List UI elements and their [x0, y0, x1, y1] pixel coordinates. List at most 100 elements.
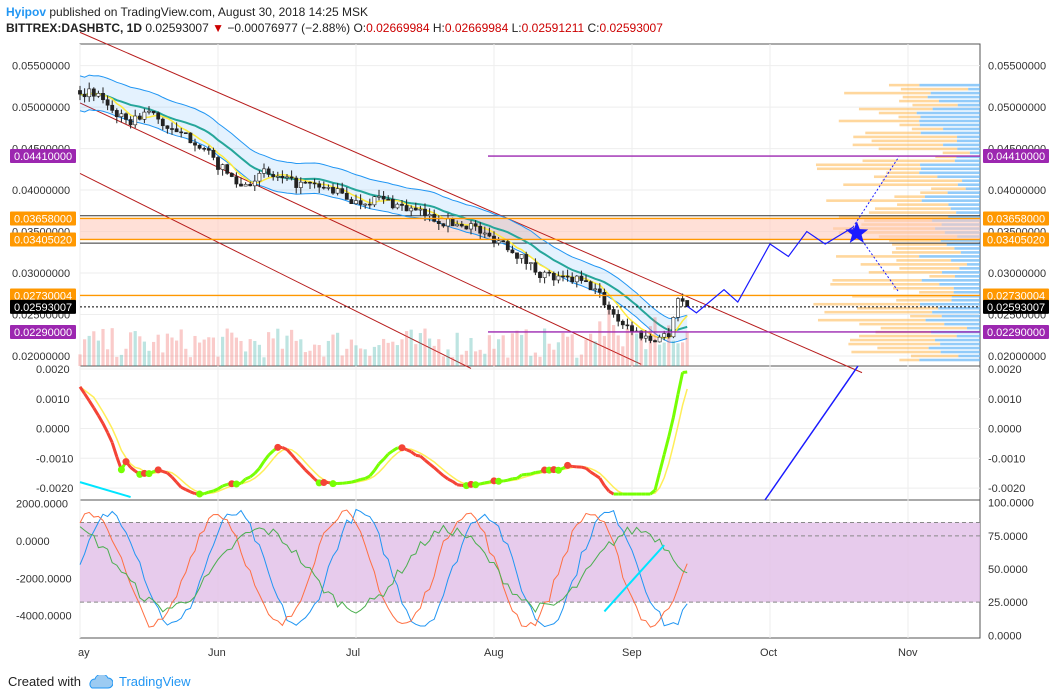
- tradingview-link[interactable]: TradingView: [118, 674, 191, 689]
- osc1-segment: [87, 399, 96, 409]
- volume-profile-bar: [966, 263, 980, 266]
- candle-body: [676, 298, 680, 318]
- candle-body: [252, 180, 257, 187]
- candle-body: [459, 223, 464, 227]
- candle-body: [455, 223, 460, 227]
- volume-profile-bar: [897, 203, 949, 206]
- candle-body: [423, 208, 427, 217]
- osc1-segment: [281, 446, 288, 451]
- candle-body: [625, 324, 630, 327]
- osc1-segment: [78, 386, 86, 395]
- open-label: O:: [353, 21, 367, 35]
- volume-profile-bar: [953, 290, 980, 294]
- price-level-tag-text: 0.03405020: [14, 234, 72, 246]
- volume-bar: [533, 352, 537, 366]
- volume-bar: [271, 338, 275, 366]
- candle-body: [469, 223, 473, 230]
- volume-profile-bar: [965, 187, 980, 190]
- candle-body: [400, 203, 404, 206]
- volume-bar: [556, 342, 560, 366]
- osc1-tick-label-right: 0.0020: [988, 364, 1022, 376]
- volume-bar: [644, 349, 648, 366]
- volume-profile-bar: [956, 139, 980, 143]
- candle-body: [124, 113, 128, 120]
- volume-bar: [83, 339, 87, 366]
- volume-bar: [386, 342, 390, 366]
- candle-body: [229, 173, 234, 177]
- candle-body: [165, 125, 170, 129]
- osc1-turn-marker: [196, 490, 204, 498]
- volume-profile-bar: [894, 195, 925, 198]
- y-tick-label-right: 0.05500000: [988, 61, 1046, 73]
- volume-profile-bar: [956, 334, 980, 338]
- volume-bar: [561, 332, 565, 366]
- candle-body: [220, 164, 225, 170]
- volume-bar: [492, 348, 496, 366]
- volume-bar: [207, 337, 211, 366]
- volume-bar: [124, 348, 128, 366]
- osc1-turn-marker: [472, 481, 480, 489]
- osc1-segment: [180, 485, 187, 491]
- volume-bar: [193, 335, 197, 366]
- candle-body: [211, 149, 216, 158]
- volume-bar: [349, 339, 353, 366]
- x-tick-label: Nov: [898, 647, 918, 659]
- volume-bar: [101, 328, 105, 366]
- volume-bar: [529, 355, 533, 366]
- volume-bar: [363, 349, 367, 366]
- volume-profile-bar: [877, 346, 929, 350]
- osc1-segment: [166, 471, 174, 479]
- osc2-line: [79, 509, 688, 628]
- volume-bar: [630, 324, 634, 366]
- author-name[interactable]: Hyipov: [6, 5, 47, 19]
- y-tick-label-right: 0.05000000: [988, 102, 1046, 114]
- osc2-tick-label-left: -4000.0000: [16, 611, 72, 623]
- volume-bar: [441, 356, 445, 366]
- candle-body: [579, 275, 584, 281]
- volume-profile-bar: [874, 207, 951, 210]
- osc1-segment: [676, 372, 685, 395]
- price-level-tag-text: 0.02290000: [987, 327, 1045, 339]
- osc2-tick-label-right: 0.0000: [988, 630, 1022, 642]
- osc1-segment: [419, 454, 426, 462]
- volume-profile-bar: [942, 271, 980, 274]
- channel-line: [79, 102, 642, 365]
- volume-bar: [487, 335, 491, 366]
- volume-bar: [414, 344, 418, 366]
- candle-body: [239, 183, 243, 187]
- volume-profile-bar: [935, 155, 957, 159]
- volume-profile-bar: [958, 354, 980, 358]
- osc2-tick-label-left: 2000.0000: [16, 499, 68, 511]
- osc2-tick-label-right: 25.0000: [988, 597, 1028, 609]
- volume-bar: [602, 335, 606, 366]
- osc1-turn-marker: [274, 443, 282, 451]
- volume-profile-bar: [826, 199, 922, 202]
- candle-body: [620, 320, 625, 326]
- price-level-tag-text: 0.03658000: [987, 213, 1045, 225]
- volume-bar: [474, 351, 478, 366]
- candle-body: [597, 288, 602, 293]
- volume-profile-bar: [912, 103, 958, 107]
- volume-profile-bar: [873, 175, 938, 179]
- candle-body: [666, 333, 671, 338]
- osc2-tick-label-left: 0.0000: [16, 536, 50, 548]
- candle-body: [216, 157, 220, 170]
- volume-profile-bar: [895, 247, 955, 250]
- osc1-tick-label-left: 0.0000: [36, 424, 70, 436]
- volume-bar: [538, 356, 542, 366]
- volume-profile-bar: [865, 131, 921, 135]
- volume-bar: [244, 351, 248, 366]
- volume-profile-bar: [920, 115, 980, 119]
- osc1-segment: [433, 466, 440, 473]
- volume-bar: [267, 332, 271, 366]
- volume-bar: [152, 341, 156, 366]
- volume-bar: [598, 321, 602, 366]
- candle-body: [105, 99, 110, 106]
- osc1-turn-marker: [145, 470, 153, 478]
- volume-profile-bar: [892, 243, 947, 246]
- resistance-zone: [80, 218, 980, 240]
- volume-bar: [133, 331, 137, 366]
- volume-bar: [460, 354, 464, 366]
- volume-profile-bar: [969, 151, 980, 155]
